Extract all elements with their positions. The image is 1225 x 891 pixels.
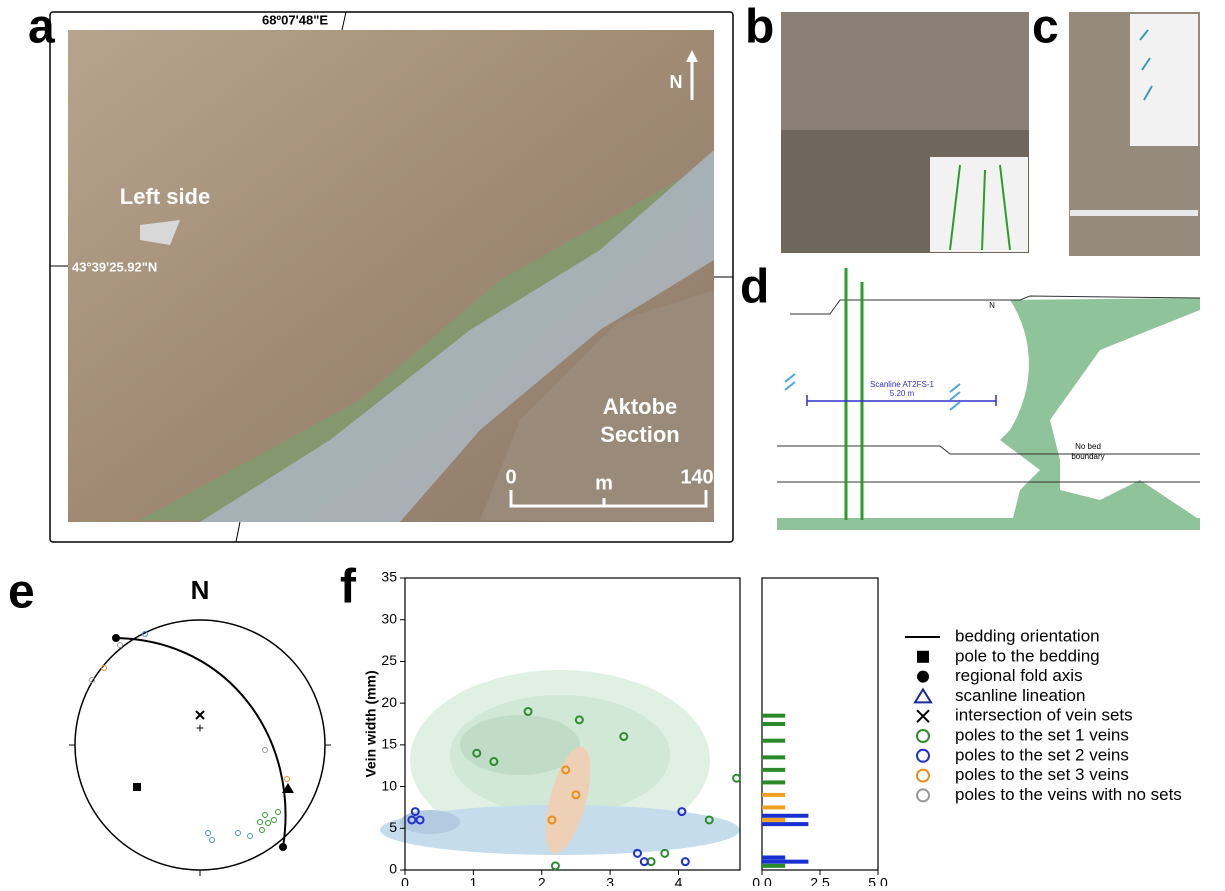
bar xyxy=(762,805,785,809)
svg-text:+: + xyxy=(196,720,204,736)
x-tick-label: 2 xyxy=(538,875,546,886)
point xyxy=(552,862,559,869)
panel-label: d xyxy=(740,261,769,314)
bar xyxy=(762,818,785,822)
point xyxy=(661,850,668,857)
bar xyxy=(762,860,808,864)
bar xyxy=(762,822,808,826)
x-tick-label: 5.0 xyxy=(868,875,888,886)
x-tick-label: 0 xyxy=(401,875,409,886)
panel-d: N Scanline AT2FS-1 5.20 m No bed boundar… xyxy=(777,268,1200,530)
y-tick-label: 25 xyxy=(381,652,397,668)
section-label: Aktobe xyxy=(603,394,678,419)
scanline-label: Scanline AT2FS-1 xyxy=(870,380,934,389)
legend-label: scanline lineation xyxy=(955,686,1085,705)
panel-a: 68º07'48"E 43°39'25.92"N N Left side Akt… xyxy=(50,12,733,542)
panel-e: + N xyxy=(69,575,331,876)
scale-label: m xyxy=(595,472,613,494)
north-label: N xyxy=(989,301,995,310)
legend-symbol xyxy=(917,671,929,683)
bar xyxy=(762,855,785,859)
panel-b xyxy=(781,12,1029,253)
scale-label: 0 xyxy=(505,466,516,488)
no-boundary-label: boundary xyxy=(1071,452,1104,461)
no-boundary-label: No bed xyxy=(1075,442,1101,451)
point xyxy=(733,775,740,782)
legend-label: poles to the set 3 veins xyxy=(955,765,1129,784)
legend-symbol xyxy=(917,710,929,722)
bar xyxy=(762,793,785,797)
x-tick-label: 0.0 xyxy=(752,875,772,886)
panel-label: b xyxy=(745,1,774,54)
legend-symbol xyxy=(917,789,929,801)
legend-symbol xyxy=(915,689,931,702)
bar xyxy=(762,780,785,784)
legend-label: pole to the bedding xyxy=(955,646,1100,665)
scanline-length: 5.20 m xyxy=(890,389,915,398)
bar xyxy=(762,768,785,772)
x-tick-label: 4 xyxy=(675,875,683,886)
scale-label: 140 xyxy=(680,466,713,488)
x-tick-label: 3 xyxy=(606,875,614,886)
bar xyxy=(762,814,808,818)
x-tick-label: 2.5 xyxy=(810,875,830,886)
bar xyxy=(762,755,785,759)
legend-label: regional fold axis xyxy=(955,666,1083,685)
bar xyxy=(762,714,785,718)
y-tick-label: 10 xyxy=(381,777,397,793)
legend-symbol xyxy=(917,770,929,782)
left-side-label: Left side xyxy=(120,184,210,209)
section-label: Section xyxy=(600,422,679,447)
latitude: 43°39'25.92"N xyxy=(72,259,157,274)
point xyxy=(682,858,689,865)
y-tick-label: 20 xyxy=(381,694,397,710)
legend-label: poles to the veins with no sets xyxy=(955,785,1182,804)
y-tick-label: 30 xyxy=(381,610,397,626)
longitude: 68º07'48"E xyxy=(262,12,328,27)
legend-label: intersection of vein sets xyxy=(955,706,1133,725)
y-axis-label: Vein width (mm) xyxy=(363,670,379,777)
figure: 68º07'48"E 43°39'25.92"N N Left side Akt… xyxy=(0,0,1225,886)
x-tick-label: 1 xyxy=(469,875,477,886)
bar xyxy=(762,739,785,743)
legend-symbol xyxy=(917,651,929,663)
north-arrow-label: N xyxy=(670,72,683,92)
y-tick-label: 5 xyxy=(389,819,397,835)
bar xyxy=(762,864,785,868)
legend-label: poles to the set 1 veins xyxy=(955,725,1129,744)
panel-label: f xyxy=(340,561,357,614)
legend-label: bedding orientation xyxy=(955,626,1100,645)
legend-symbol xyxy=(917,730,929,742)
panel-label: e xyxy=(8,566,35,619)
y-tick-label: 35 xyxy=(381,569,397,585)
bar xyxy=(762,722,785,726)
legend-label: poles to the set 2 veins xyxy=(955,745,1129,764)
legend-symbol xyxy=(917,750,929,762)
panel-label: a xyxy=(28,1,55,54)
density-contours xyxy=(380,670,740,858)
panel-c xyxy=(1069,12,1200,256)
panel-label: c xyxy=(1032,1,1059,54)
y-tick-label: 0 xyxy=(389,861,397,877)
y-tick-label: 15 xyxy=(381,736,397,752)
north-label: N xyxy=(191,575,210,605)
